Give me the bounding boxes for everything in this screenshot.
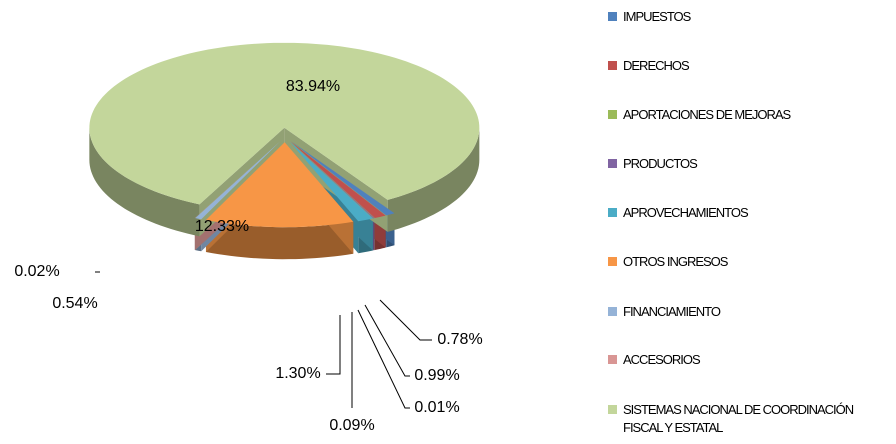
data-label: 0.09% <box>329 417 374 434</box>
legend-item: ACCESORIOS <box>608 351 885 369</box>
legend-swatch <box>608 405 617 414</box>
data-label: 0.54% <box>52 295 97 312</box>
legend-item: IMPUESTOS <box>608 8 885 26</box>
legend-swatch <box>608 355 617 364</box>
leader-line <box>357 309 410 409</box>
slice <box>195 141 280 220</box>
legend-label: FINANCIAMIENTO <box>623 304 721 319</box>
slice <box>290 141 375 219</box>
legend-swatch <box>608 257 617 266</box>
data-label: 0.01% <box>414 399 459 416</box>
legend-label: OTROS INGRESOS <box>623 254 728 269</box>
legend-label: IMPUESTOS <box>623 9 691 24</box>
legend-item: SISTEMAS NACIONAL DE COORDINACIÓN FISCAL… <box>608 401 885 437</box>
legend-item: APORTACIONES DE MEJORAS <box>608 106 885 124</box>
legend-label: ACCESORIOS <box>623 352 701 367</box>
data-label: 12.33% <box>195 218 249 235</box>
data-label: 0.02% <box>14 263 59 280</box>
data-label: 0.78% <box>437 331 482 348</box>
legend-swatch <box>608 159 617 168</box>
slice <box>194 141 280 219</box>
slice <box>291 141 395 216</box>
data-label: 1.30% <box>275 365 320 382</box>
legend-label: APROVECHAMIENTOS <box>623 205 749 220</box>
slice <box>289 141 373 222</box>
legend-label: APORTACIONES DE MEJORAS <box>623 107 791 122</box>
slice-side <box>387 127 480 232</box>
legend-swatch <box>608 12 617 21</box>
data-label: 0.99% <box>414 367 459 384</box>
legend-label: DERECHOS <box>623 58 690 73</box>
leader-line <box>379 299 432 341</box>
slice-side <box>89 127 200 237</box>
legend-swatch <box>608 61 617 70</box>
slice <box>290 141 386 219</box>
leader-line <box>364 304 410 377</box>
legend-item: FINANCIAMIENTO <box>608 303 885 321</box>
legend-item: PRODUCTOS <box>608 155 885 173</box>
leader-line <box>326 315 341 375</box>
legend-swatch <box>608 307 617 316</box>
slice <box>205 142 354 228</box>
data-label: 83.94% <box>286 78 340 95</box>
legend-item: APROVECHAMIENTOS <box>608 204 885 222</box>
slice-side <box>205 219 354 260</box>
slice <box>89 42 480 205</box>
legend-label: SISTEMAS NACIONAL DE COORDINACIÓN FISCAL… <box>623 402 854 435</box>
legend-swatch <box>608 208 617 217</box>
pie-tops <box>89 42 480 228</box>
legend-swatch <box>608 110 617 119</box>
slice <box>290 141 375 219</box>
legend-item: OTROS INGRESOS <box>608 253 885 271</box>
legend-label: PRODUCTOS <box>623 156 698 171</box>
chart: 0.78% 0.99% 0.01% 0.09% 1.30% 12.33% 0.54% 0.02… <box>14 42 483 434</box>
legend-item: DERECHOS <box>608 57 885 75</box>
